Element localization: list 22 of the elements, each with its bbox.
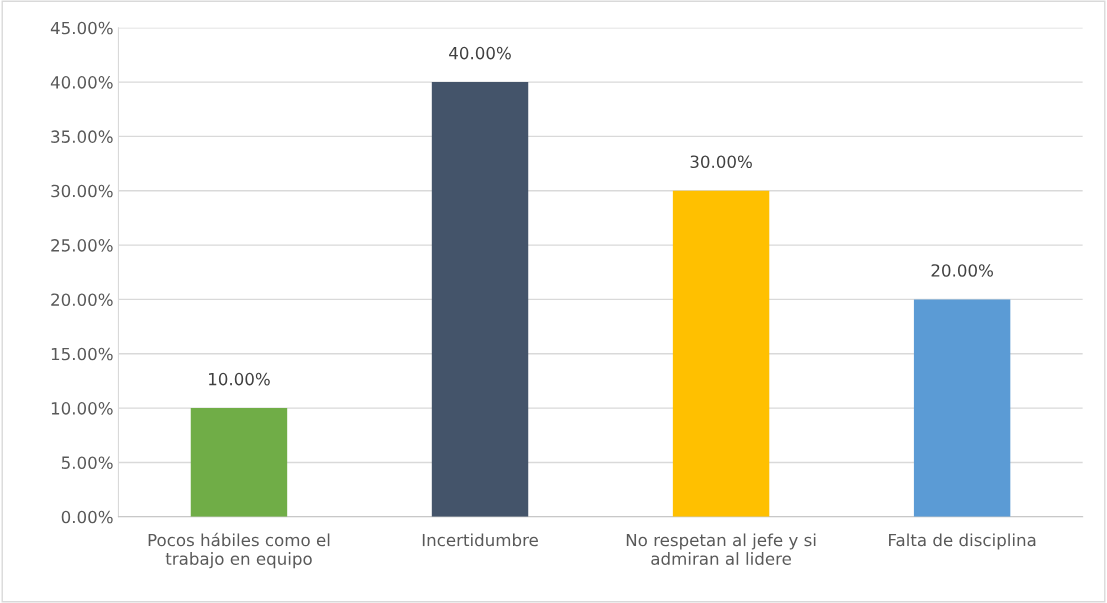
y-tick-label: 45.00%: [50, 21, 113, 35]
data-label: 30.00%: [690, 155, 752, 169]
x-tick-label: Pocos hábiles como el trabajo en equipo: [148, 532, 330, 569]
y-tick-label: 0.00%: [61, 510, 113, 524]
bar: [431, 82, 529, 517]
data-label: 10.00%: [209, 372, 270, 386]
y-tick-label: 20.00%: [51, 293, 113, 306]
y-tick-label: 25.00%: [51, 239, 113, 252]
data-label: 20.00%: [931, 264, 993, 277]
x-tick-label: Incertidumbre: [422, 533, 538, 547]
y-tick-label: 30.00%: [51, 184, 113, 198]
y-tick-label: 35.00%: [51, 130, 113, 143]
y-tick-label: 5.00%: [61, 456, 113, 469]
x-tick-label: No respetan al jefe y si admiran al lidere: [626, 533, 816, 565]
x-tick-label: Falta de disciplina: [889, 533, 1036, 550]
y-tick-label: 10.00%: [51, 402, 113, 415]
bar: [913, 299, 1011, 517]
bar: [672, 190, 770, 517]
data-label: 40.00%: [449, 46, 511, 60]
bar: [190, 408, 288, 517]
y-tick-label: 40.00%: [50, 76, 113, 89]
y-tick-label: 15.00%: [51, 347, 113, 361]
